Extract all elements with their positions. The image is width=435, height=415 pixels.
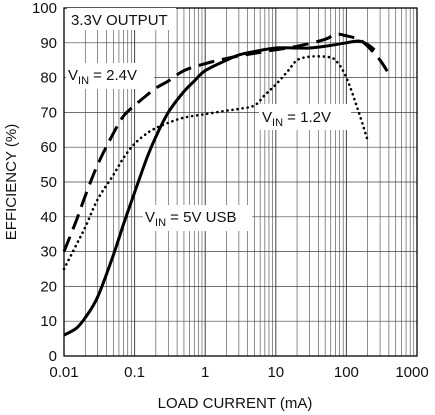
annotation-3v3-output: 3.3V OUTPUT bbox=[71, 12, 168, 29]
x-tick-label: 1 bbox=[201, 364, 209, 381]
grid bbox=[63, 7, 417, 357]
y-tick-label: 30 bbox=[40, 244, 57, 261]
series-line-1-2v bbox=[62, 54, 369, 271]
x-tick-label: 0.1 bbox=[124, 364, 145, 381]
y-axis-title: EFFICIENCY (%) bbox=[3, 124, 20, 240]
curves bbox=[62, 32, 391, 337]
y-tick-label: 60 bbox=[40, 139, 57, 156]
plot-frame bbox=[63, 7, 418, 357]
y-tick-label: 20 bbox=[40, 278, 57, 295]
series-line-5v-usb bbox=[63, 39, 376, 337]
x-tick-label: 100 bbox=[334, 364, 359, 381]
y-tick-label: 10 bbox=[40, 313, 57, 330]
annotation-3v3-bg bbox=[67, 8, 176, 30]
annotation-vin-2v4: VIN = 2.4V bbox=[68, 67, 137, 87]
y-tick-label: 90 bbox=[40, 35, 57, 52]
y-tick-label: 80 bbox=[40, 70, 57, 87]
x-tick-label: 10 bbox=[267, 364, 284, 381]
tick-labels: 0 10 20 30 40 50 60 70 80 90 100 0.01 0.1 1 10 100 1000 bbox=[32, 0, 429, 381]
x-tick-label: 0.01 bbox=[49, 364, 78, 381]
y-tick-label: 50 bbox=[40, 174, 57, 191]
y-tick-label: 0 bbox=[49, 348, 57, 365]
y-tick-label: 70 bbox=[40, 104, 57, 121]
annotation-1v2-bg bbox=[259, 104, 351, 130]
series-line-2-4v bbox=[62, 32, 391, 253]
y-tick-label: 40 bbox=[40, 209, 57, 226]
y-tick-label: 100 bbox=[32, 0, 57, 17]
annotation-2v4-bg bbox=[66, 63, 154, 89]
annotation-vin-1v2: VIN = 1.2V bbox=[262, 109, 331, 129]
annotation-vin-5v-usb: VIN = 5V USB bbox=[145, 209, 236, 229]
x-tick-label: 1000 bbox=[395, 364, 428, 381]
x-axis-title: LOAD CURRENT (mA) bbox=[158, 395, 313, 412]
annotation-5v-bg bbox=[143, 205, 252, 231]
